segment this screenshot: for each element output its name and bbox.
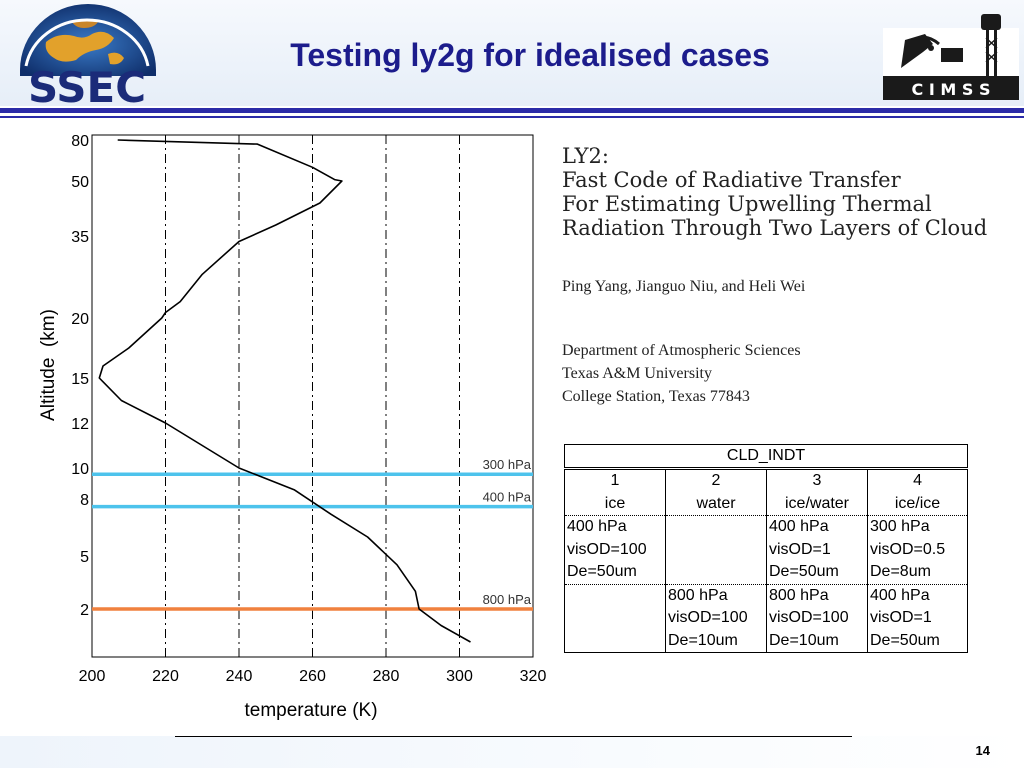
table-row: 400 hPa 400 hPa 300 hPa: [564, 515, 968, 539]
paper-affiliation: Department of Atmospheric Sciences Texas…: [562, 339, 1012, 408]
table-cell: De=10um: [665, 629, 767, 653]
footer-rule: [175, 736, 852, 737]
paper-title-line: Fast Code of Radiative Transfer: [562, 168, 901, 192]
x-tick-labels: 200 220 240 260 280 300 320: [79, 668, 547, 685]
y-tick-label: 2: [80, 602, 89, 619]
paper-title: LY2: Fast Code of Radiative Transfer For…: [562, 144, 1012, 240]
table-cell: visOD=1: [766, 538, 868, 561]
grid-lines: [165, 135, 460, 657]
table-cell: 400 hPa: [766, 515, 868, 539]
y-tick-label: 8: [80, 492, 89, 509]
table-cell: 400 hPa: [564, 515, 666, 539]
y-tick-labels: 2 5 8 10 12 15 20 35 50 80: [71, 133, 89, 619]
affiliation-line: Texas A&M University: [562, 365, 712, 382]
y-tick-label: 80: [71, 133, 89, 150]
cld-indt-table: CLD_INDT 1 2 3 4 ice water ice/water ice…: [564, 444, 969, 653]
paper-title-line: For Estimating Upwelling Thermal: [562, 192, 932, 216]
affiliation-line: College Station, Texas 77843: [562, 388, 750, 405]
svg-text:C I M S S: C I M S S: [912, 80, 991, 99]
table-header-row: CLD_INDT: [564, 444, 968, 470]
x-tick-label: 240: [226, 668, 253, 685]
temperature-profile-line: [98, 139, 471, 643]
table-cell: [564, 583, 666, 607]
table-cell: De=10um: [766, 629, 868, 653]
reference-line-label: 800 hPa: [483, 592, 532, 607]
x-tick-label: 220: [152, 668, 179, 685]
paper-authors: Ping Yang, Jianguo Niu, and Heli Wei: [562, 278, 806, 295]
y-tick-label: 5: [80, 549, 89, 566]
cimss-logo: C I M S S: [883, 14, 1019, 100]
reference-line-label: 300 hPa: [483, 457, 532, 472]
svg-text:SSEC: SSEC: [28, 63, 146, 106]
table-cell: [665, 515, 767, 539]
table-col-number-row: 1 2 3 4: [565, 468, 968, 493]
x-tick-label: 200: [79, 668, 106, 685]
reference-line-label: 400 hPa: [483, 490, 532, 505]
col-name: ice: [604, 494, 626, 512]
table-cell: [565, 607, 666, 630]
table-cell: 400 hPa: [866, 583, 968, 607]
table-cell: visOD=100: [567, 540, 647, 558]
table-row: De=50um De=50um De=8um: [565, 561, 968, 584]
col-name: water: [665, 492, 767, 516]
table-cell: visOD=100: [766, 607, 868, 630]
header-background: [0, 0, 1024, 106]
x-tick-label: 280: [373, 668, 400, 685]
col-number: 3: [766, 468, 868, 493]
table-cell: visOD=0.5: [866, 538, 968, 561]
y-tick-label: 50: [71, 174, 89, 191]
col-number: 4: [866, 468, 968, 493]
table-row: 800 hPa 800 hPa 400 hPa: [564, 583, 968, 607]
table-cell: De=50um: [567, 563, 637, 580]
slide-title: Testing ly2g for idealised cases: [290, 37, 770, 73]
y-axis-label: Altitude (km): [38, 309, 59, 421]
table-cell: visOD=1: [866, 607, 968, 630]
y-tick-label: 15: [71, 371, 89, 388]
table-cell: visOD=100: [665, 607, 767, 630]
curve-layer: [98, 139, 471, 643]
x-tick-label: 320: [520, 668, 547, 685]
table-row: visOD=100 visOD=1 visOD=0.5: [565, 538, 968, 561]
y-tick-label: 20: [71, 311, 89, 328]
paper-title-line: Radiation Through Two Layers of Cloud: [562, 216, 988, 240]
table-cell: De=8um: [866, 561, 968, 584]
table-col-name-row: ice water ice/water ice/ice: [565, 492, 968, 516]
page-number: 14: [975, 743, 990, 758]
table-cell: 800 hPa: [665, 583, 767, 607]
x-tick-label: 300: [446, 668, 473, 685]
affiliation-line: Department of Atmospheric Sciences: [562, 342, 801, 359]
header-rule: [0, 108, 1024, 113]
table-header-cell: CLD_INDT: [564, 444, 968, 470]
table-cell: De=50um: [866, 629, 968, 653]
y-tick-label: 35: [71, 229, 89, 246]
footer-background: [0, 736, 1024, 768]
y-tick-label: 10: [71, 461, 89, 478]
paper-title-line: LY2:: [562, 144, 609, 168]
x-axis-label: temperature (K): [244, 700, 377, 721]
y-tick-label: 12: [71, 416, 89, 433]
table-cell: 300 hPa: [866, 515, 968, 539]
reference-lines: 300 hPa 400 hPa 800 hPa: [92, 457, 533, 611]
col-number: 2: [665, 468, 767, 493]
table-cell: [665, 561, 767, 584]
table-cell: [565, 630, 666, 653]
table-cell: 800 hPa: [766, 583, 868, 607]
table-row: De=10um De=10um De=50um: [565, 629, 968, 653]
col-name: ice/ice: [866, 492, 968, 516]
header-rule-thin: [0, 116, 1024, 118]
table-row: visOD=100 visOD=100 visOD=1: [565, 607, 968, 630]
ssec-logo: SSEC: [20, 4, 156, 106]
col-name: ice/water: [766, 492, 868, 516]
col-number: 1: [610, 472, 620, 489]
table-cell: [665, 538, 767, 561]
table-cell: De=50um: [766, 561, 868, 584]
x-tick-label: 260: [299, 668, 326, 685]
